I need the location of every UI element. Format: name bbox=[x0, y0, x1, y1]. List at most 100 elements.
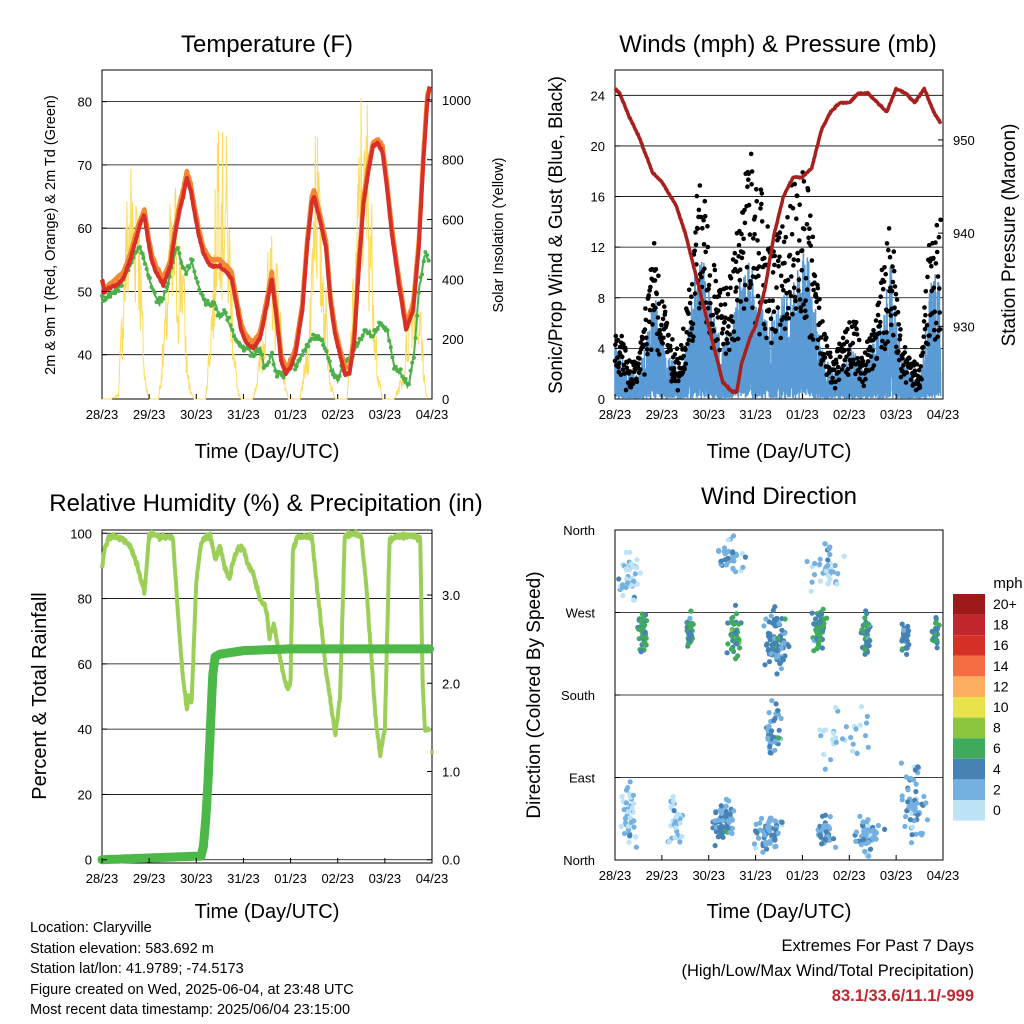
dewpoint-point bbox=[228, 323, 233, 328]
dewpoint-point bbox=[334, 374, 339, 379]
gust-point bbox=[856, 337, 862, 343]
wind-direction-point bbox=[804, 558, 810, 565]
wind-direction-point bbox=[809, 610, 815, 616]
gust-point bbox=[784, 311, 790, 317]
gust-point bbox=[877, 323, 883, 329]
gust-point bbox=[827, 350, 833, 356]
wind-direction-point bbox=[898, 760, 905, 766]
wind-direction-point bbox=[915, 764, 921, 770]
gust-point bbox=[918, 364, 923, 369]
legend-label: 0 bbox=[993, 802, 1001, 818]
legend-label: 12 bbox=[993, 678, 1009, 694]
gust-point bbox=[646, 319, 652, 325]
gust-point bbox=[689, 294, 694, 300]
legend-label: 14 bbox=[993, 658, 1009, 674]
gust-point bbox=[808, 243, 813, 249]
wind-direction-point bbox=[770, 607, 776, 614]
wind-direction-point bbox=[672, 819, 679, 825]
wind-direction-point bbox=[766, 710, 772, 716]
gust-point bbox=[659, 322, 664, 328]
gust-point bbox=[731, 329, 737, 335]
wind-direction-point bbox=[679, 833, 685, 840]
gust-point bbox=[674, 346, 680, 352]
gust-point bbox=[697, 306, 702, 311]
wind-direction-point bbox=[730, 565, 736, 571]
dewpoint-point bbox=[281, 375, 286, 380]
gust-point bbox=[916, 368, 922, 373]
solar-y2tick-label: 1000 bbox=[442, 93, 471, 108]
gust-point bbox=[789, 274, 794, 279]
dewpoint-point bbox=[415, 313, 420, 318]
wind-direction-point bbox=[854, 750, 860, 757]
wind-direction-xtick-label: 28/23 bbox=[599, 868, 632, 883]
wind-direction-point bbox=[761, 623, 767, 629]
gust-point bbox=[824, 343, 830, 349]
gust-point bbox=[893, 291, 899, 297]
wind-direction-point bbox=[623, 787, 630, 793]
wind-direction-point bbox=[848, 734, 854, 741]
wind-direction-point bbox=[767, 750, 773, 756]
legend-swatch bbox=[953, 717, 985, 739]
wind-direction-point bbox=[670, 793, 676, 799]
gust-point bbox=[908, 365, 913, 370]
dewpoint-point bbox=[416, 290, 421, 295]
dewpoint-point bbox=[370, 334, 375, 339]
solar-y2tick-label: 200 bbox=[442, 332, 464, 347]
gust-point bbox=[725, 340, 730, 346]
winds-xtick-label: 29/23 bbox=[646, 407, 679, 422]
temperature-xlabel: Time (Day/UTC) bbox=[195, 441, 340, 463]
gust-point bbox=[761, 321, 767, 327]
gust-point bbox=[728, 276, 734, 281]
gust-point bbox=[644, 347, 650, 352]
wind-direction-point bbox=[822, 727, 829, 733]
wind-direction-point bbox=[834, 581, 840, 587]
gust-point bbox=[758, 187, 764, 192]
gust-point bbox=[706, 282, 712, 288]
timestamp-line: Most recent data timestamp: 2025/06/04 2… bbox=[30, 1002, 351, 1018]
wind-direction-point bbox=[623, 800, 630, 806]
gust-point bbox=[651, 241, 657, 246]
wind-direction-point bbox=[823, 829, 829, 835]
solar-y2tick-label: 600 bbox=[442, 213, 464, 228]
wind-direction-point bbox=[625, 809, 632, 815]
dewpoint-point bbox=[319, 338, 324, 343]
dewpoint-point bbox=[152, 290, 157, 295]
gust-point bbox=[752, 214, 758, 220]
gust-point bbox=[807, 226, 812, 231]
wind-direction-point bbox=[857, 813, 863, 820]
gust-point bbox=[797, 202, 802, 207]
extremes-values: 83.1/33.6/11.1/-999 bbox=[831, 987, 974, 1005]
wind-direction-point bbox=[858, 842, 864, 848]
dewpoint-point bbox=[387, 338, 392, 343]
gust-point bbox=[896, 357, 902, 363]
humidity-plot-frame bbox=[101, 529, 433, 864]
gust-point bbox=[934, 320, 939, 326]
gust-series bbox=[612, 151, 943, 393]
humidity-xtick-label: 03/23 bbox=[369, 871, 402, 886]
gust-point bbox=[853, 371, 858, 377]
gust-point bbox=[816, 305, 822, 311]
wind-direction-point bbox=[725, 555, 731, 561]
wind-direction-point bbox=[627, 779, 633, 785]
gust-point bbox=[801, 302, 806, 307]
gust-point bbox=[715, 337, 720, 342]
gust-point bbox=[820, 319, 825, 324]
dewpoint-point bbox=[179, 260, 184, 265]
gust-point bbox=[914, 361, 920, 367]
dewpoint-point bbox=[311, 332, 316, 337]
dewpoint-point bbox=[213, 306, 218, 311]
gust-point bbox=[694, 193, 700, 199]
gust-point bbox=[643, 317, 649, 323]
gust-point bbox=[628, 385, 634, 390]
wind-direction-point bbox=[633, 834, 639, 840]
gust-point bbox=[931, 327, 937, 333]
gust-point bbox=[683, 361, 689, 367]
gust-point bbox=[788, 293, 794, 299]
solar-insolation-series bbox=[102, 98, 430, 400]
gust-point bbox=[936, 234, 942, 240]
wind-direction-point bbox=[821, 616, 827, 622]
gust-point bbox=[836, 370, 841, 375]
gust-point bbox=[891, 332, 896, 338]
wind-direction-xtick-label: 02/23 bbox=[833, 868, 866, 883]
precip-y2tick-label: 3.0 bbox=[442, 588, 460, 603]
